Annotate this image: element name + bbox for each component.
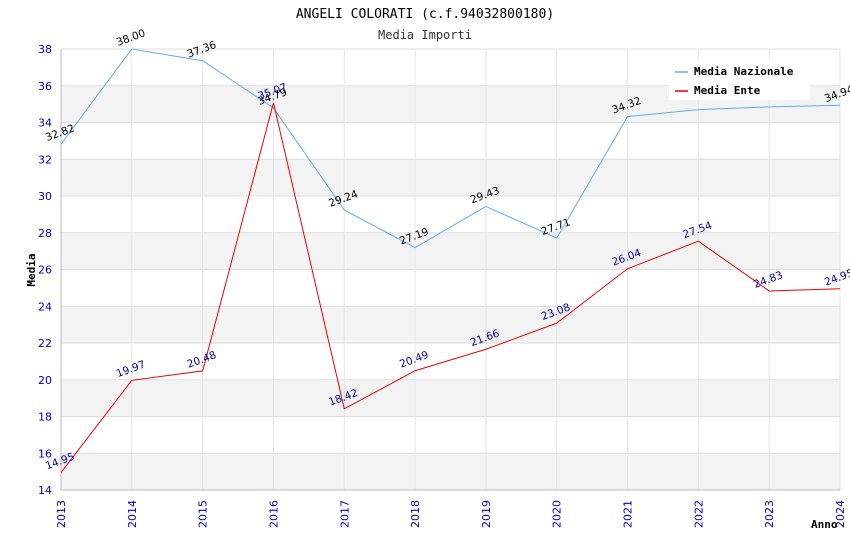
x-tick-label: 2013 xyxy=(55,500,68,528)
x-tick-label: 2018 xyxy=(409,500,422,528)
y-tick-label: 30 xyxy=(38,190,52,203)
x-tick-label: 2020 xyxy=(551,500,564,528)
x-tick-label: 2022 xyxy=(692,500,705,528)
grid-band xyxy=(61,453,840,490)
data-label-media-ente: 20.48 xyxy=(186,349,218,371)
y-tick-label: 18 xyxy=(38,411,52,424)
legend-label-media-nazionale: Media Nazionale xyxy=(694,65,794,78)
y-tick-label: 14 xyxy=(38,484,52,497)
x-tick-label: 2024 xyxy=(834,500,847,528)
legend-box xyxy=(669,60,810,100)
x-tick-label: 2017 xyxy=(338,500,351,528)
y-tick-label: 28 xyxy=(38,227,52,240)
legend: Media Nazionale Media Ente xyxy=(669,60,810,100)
y-tick-label: 38 xyxy=(38,43,52,56)
legend-label-media-ente: Media Ente xyxy=(694,84,761,97)
x-axis-label: Anno xyxy=(811,518,838,531)
y-tick-label: 22 xyxy=(38,337,52,350)
grid-band xyxy=(61,306,840,343)
series-line-media-ente xyxy=(60,102,841,473)
data-label-media-ente: 19.97 xyxy=(115,359,147,381)
chart-subtitle: Media Importi xyxy=(378,28,472,42)
grid-band xyxy=(61,379,840,417)
data-label-media-ente: 24.83 xyxy=(752,269,784,291)
y-axis-label: Media xyxy=(25,253,38,286)
y-tick-label: 20 xyxy=(38,374,52,387)
y-tick-label: 16 xyxy=(38,447,52,460)
x-tick-label: 2014 xyxy=(126,500,139,528)
y-tick-label: 32 xyxy=(38,153,52,166)
y-tick-label: 34 xyxy=(38,117,52,130)
series-lines xyxy=(60,48,841,473)
x-tick-label: 2023 xyxy=(763,500,776,528)
data-label-media-nazionale: 37.36 xyxy=(186,39,219,61)
data-label-media-nazionale: 38.00 xyxy=(115,27,147,49)
series-line-media-nazionale xyxy=(60,48,841,249)
grid-band xyxy=(61,232,840,270)
x-tick-label: 2015 xyxy=(197,500,210,528)
chart-title: ANGELI COLORATI (c.f.94032800180) xyxy=(296,7,554,22)
grid-band xyxy=(61,159,840,196)
y-tick-label: 26 xyxy=(38,264,52,277)
x-tick-label: 2019 xyxy=(480,500,493,528)
y-tick-label: 24 xyxy=(38,300,52,313)
x-tick-label: 2016 xyxy=(267,500,280,528)
y-tick-label: 36 xyxy=(38,80,52,93)
grid xyxy=(60,48,841,491)
data-label-media-ente: 24.95 xyxy=(823,267,850,289)
x-tick-label: 2021 xyxy=(622,500,635,528)
